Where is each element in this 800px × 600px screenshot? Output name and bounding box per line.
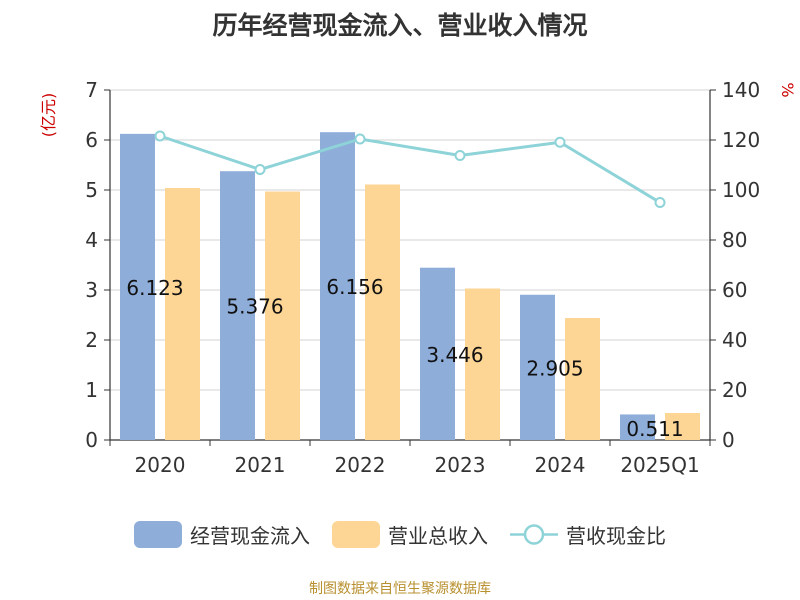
y-right-tick-label: 40: [722, 328, 747, 352]
y-left-tick-label: 4: [85, 228, 98, 252]
bar-cash-inflow: [420, 267, 455, 440]
bar-revenue: [665, 413, 700, 440]
data-label-cash-inflow: 6.156: [326, 275, 383, 299]
data-label-cash-inflow: 2.905: [526, 356, 583, 380]
point-cash-ratio: [254, 164, 266, 175]
y-left-tick-label: 0: [85, 428, 98, 452]
bar-revenue: [265, 191, 300, 440]
legend-label-cash-ratio: 营收现金比: [566, 523, 666, 548]
legend-swatch-revenue: [332, 520, 380, 548]
y-left-tick-label: 7: [85, 78, 98, 102]
point-cash-ratio: [554, 136, 566, 148]
y-right-axis-label: %: [778, 82, 797, 97]
y-right-tick-label: 80: [722, 228, 747, 252]
y-left-axis-label: (亿元): [39, 93, 58, 138]
line-cash-ratio: [159, 134, 661, 204]
legend: 经营现金流入 营业总收入 营收现金比: [0, 517, 800, 551]
x-tick-label: 2023: [435, 453, 486, 477]
legend-label-cash-inflow: 经营现金流入: [190, 523, 310, 548]
point-cash-ratio: [354, 133, 366, 145]
y-right-tick-label: 0: [722, 428, 735, 452]
chart-title: 历年经营现金流入、营业收入情况: [212, 11, 588, 40]
x-tick-label: 2025Q1: [620, 453, 699, 477]
data-label-cash-inflow: 3.446: [426, 343, 483, 367]
y-right-tick-label: 100: [722, 178, 760, 202]
y-left-tick-label: 3: [85, 278, 98, 302]
y-left-tick-label: 5: [85, 178, 98, 202]
legend-label-revenue: 营业总收入: [388, 523, 488, 548]
data-label-cash-inflow: 0.511: [626, 417, 683, 441]
data-label-cash-inflow: 6.123: [126, 276, 183, 300]
point-cash-ratio: [154, 130, 166, 142]
legend-line-marker-icon: [510, 523, 558, 545]
bar-revenue: [365, 184, 400, 440]
point-cash-ratio: [454, 150, 466, 161]
legend-swatch-cash-inflow: [134, 520, 182, 548]
bar-revenue: [465, 288, 500, 440]
bar-cash-inflow: [620, 414, 655, 440]
y-right-tick-label: 120: [722, 128, 760, 152]
y-right-tick-label: 140: [722, 78, 760, 102]
x-tick-label: 2021: [235, 453, 286, 477]
legend-item-cash-inflow[interactable]: 经营现金流入: [134, 520, 310, 549]
x-tick-label: 2020: [135, 453, 186, 477]
legend-item-revenue[interactable]: 营业总收入: [332, 520, 488, 549]
y-left-tick-label: 6: [85, 128, 98, 152]
bar-cash-inflow: [520, 294, 555, 440]
y-right-tick-label: 60: [722, 278, 747, 302]
x-tick-label: 2024: [535, 453, 586, 477]
data-label-cash-inflow: 5.376: [226, 295, 283, 319]
y-left-tick-label: 2: [85, 328, 98, 352]
bar-revenue: [165, 188, 200, 440]
bar-revenue: [565, 318, 600, 440]
source-note: 制图数据来自恒生聚源数据库: [309, 581, 491, 597]
point-cash-ratio: [654, 197, 666, 208]
legend-item-cash-ratio[interactable]: 营收现金比: [510, 520, 666, 549]
bar-cash-inflow: [120, 133, 155, 440]
x-tick-label: 2022: [335, 453, 386, 477]
bar-cash-inflow: [320, 132, 355, 440]
bar-cash-inflow: [220, 171, 255, 440]
y-left-tick-label: 1: [85, 378, 98, 402]
y-right-tick-label: 20: [722, 378, 747, 402]
